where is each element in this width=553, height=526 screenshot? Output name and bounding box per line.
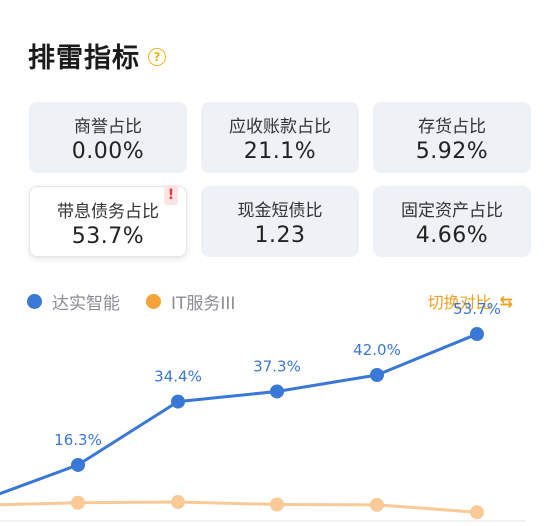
data-point-company[interactable] (370, 368, 384, 382)
alert-icon: ! (164, 185, 178, 205)
data-point-industry[interactable] (71, 495, 85, 510)
data-label: 37.3% (253, 357, 301, 375)
legend-dot (27, 294, 42, 309)
metric-card-interest-debt[interactable]: 带息债务占比 53.7% ! (29, 185, 187, 257)
data-label: 42.0% (353, 341, 401, 359)
help-icon[interactable]: ? (148, 48, 166, 66)
data-point-industry[interactable] (470, 505, 484, 520)
chart-legend: 达实智能 IT服务III (27, 289, 261, 314)
metric-card-fixed-assets[interactable]: 固定资产占比 4.66% (373, 186, 531, 257)
metric-label: 现金短债比 (237, 201, 323, 221)
switch-icon: ⇆ (499, 291, 513, 311)
metric-label: 存货占比 (418, 117, 486, 137)
data-label: 53.7% (453, 300, 501, 318)
data-point-company[interactable] (270, 384, 284, 399)
metric-label: 应收账款占比 (229, 117, 331, 137)
data-point-industry[interactable] (171, 495, 185, 510)
metric-value: 21.1% (243, 139, 317, 164)
legend-label: IT服务III (171, 294, 236, 314)
data-point-company[interactable] (171, 394, 185, 409)
section-header: 排雷指标 ? (28, 36, 166, 75)
series-line-company (0, 332, 478, 496)
series-line-industry (0, 500, 478, 514)
metric-value: 1.23 (254, 223, 306, 248)
legend-item-company: 达实智能 (27, 289, 120, 314)
metric-value: 53.7% (71, 224, 145, 249)
metric-card-inventory[interactable]: 存货占比 5.92% (373, 102, 531, 173)
metric-value: 4.66% (415, 223, 489, 248)
metric-label: 商誉占比 (74, 117, 142, 137)
metric-value: 0.00% (71, 139, 145, 164)
legend-label: 达实智能 (52, 294, 120, 314)
legend-item-industry: IT服务III (146, 289, 235, 314)
metric-label: 带息债务占比 (57, 202, 159, 222)
data-label: 16.3% (54, 431, 102, 449)
data-point-industry[interactable] (270, 497, 284, 512)
switch-label: 切换对比 (427, 293, 492, 312)
metric-card-receivables[interactable]: 应收账款占比 21.1% (201, 102, 359, 173)
switch-compare-button[interactable]: 切换对比 ⇆ (428, 289, 513, 313)
metric-label: 固定资产占比 (401, 201, 503, 221)
data-point-industry[interactable] (370, 497, 384, 512)
metric-value: 5.92% (415, 139, 489, 164)
section-title: 排雷指标 (28, 43, 140, 74)
legend-dot (146, 294, 161, 309)
data-label: 34.4% (154, 368, 202, 386)
data-point-company[interactable] (470, 327, 484, 342)
data-point-company[interactable] (71, 457, 85, 472)
metric-card-goodwill[interactable]: 商誉占比 0.00% (29, 102, 187, 173)
metric-card-cash-short-debt[interactable]: 现金短债比 1.23 (201, 186, 359, 257)
